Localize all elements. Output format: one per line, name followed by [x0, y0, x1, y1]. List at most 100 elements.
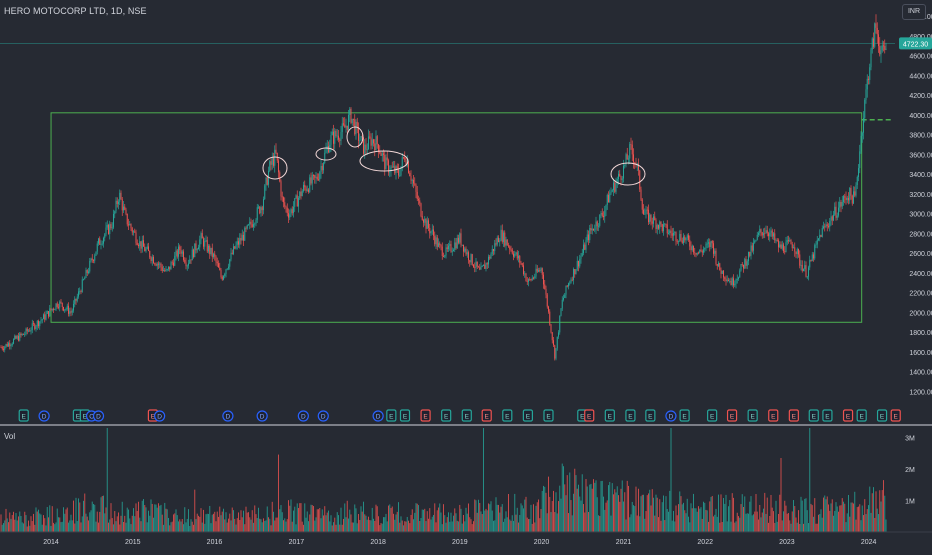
- annotation-drawings[interactable]: [262, 126, 646, 186]
- volume-bar: [433, 514, 434, 532]
- event-marker-badge[interactable]: [399, 409, 411, 422]
- event-marker-badge[interactable]: [461, 409, 472, 422]
- event-marker-badge[interactable]: [584, 409, 595, 422]
- event-marker[interactable]: E: [747, 409, 758, 422]
- range-box-rectangle[interactable]: [50, 112, 863, 323]
- candle-body: [713, 243, 714, 254]
- event-marker-badge[interactable]: [372, 410, 384, 422]
- volume-bar: [486, 510, 488, 532]
- event-marker[interactable]: D: [92, 410, 105, 422]
- event-marker-badge[interactable]: [420, 409, 431, 422]
- event-marker-badge[interactable]: [768, 409, 779, 422]
- event-marker[interactable]: D: [372, 410, 384, 422]
- event-marker-badge[interactable]: [665, 410, 677, 422]
- event-marker-badge[interactable]: [222, 410, 234, 422]
- price-axis[interactable]: 1200.001400.001600.001800.002000.002200.…: [899, 14, 932, 396]
- event-marker-badge[interactable]: [256, 410, 268, 422]
- event-marker[interactable]: E: [707, 409, 718, 422]
- event-marker[interactable]: E: [808, 409, 819, 422]
- event-marker[interactable]: E: [399, 409, 411, 422]
- volume-bar: [419, 521, 421, 532]
- volume-bar: [490, 501, 492, 532]
- event-marker[interactable]: E: [386, 409, 397, 422]
- annotation-circle[interactable]: [262, 156, 288, 180]
- event-marker[interactable]: E: [890, 409, 901, 422]
- currency-badge[interactable]: INR: [902, 4, 926, 20]
- event-marker[interactable]: D: [38, 410, 50, 422]
- event-marker-badge[interactable]: [481, 409, 492, 422]
- time-axis[interactable]: 2014 2015 2016 2017 2018 2019 2020 2021 2022 2023…: [43, 539, 876, 546]
- annotation-circle[interactable]: [346, 126, 364, 148]
- event-marker-badge[interactable]: [297, 410, 309, 422]
- volume-bar: [805, 498, 807, 532]
- event-marker[interactable]: E: [502, 409, 513, 422]
- event-marker-badge[interactable]: [625, 409, 636, 422]
- event-marker[interactable]: E: [461, 409, 472, 422]
- event-marker[interactable]: E: [584, 409, 595, 422]
- event-marker[interactable]: E: [604, 409, 615, 422]
- event-marker-badge[interactable]: [808, 409, 819, 422]
- volume-bar: [564, 484, 566, 532]
- candle-body: [699, 249, 701, 253]
- volume-bar: [291, 521, 293, 532]
- event-marker[interactable]: E: [420, 409, 431, 422]
- event-marker-badge[interactable]: [876, 409, 888, 422]
- event-marker[interactable]: E: [856, 409, 867, 422]
- event-marker[interactable]: E: [481, 409, 492, 422]
- event-marker-badge[interactable]: [604, 409, 615, 422]
- event-marker-badge[interactable]: [890, 409, 901, 422]
- event-marker[interactable]: E: [726, 409, 738, 422]
- volume-bar: [68, 522, 69, 532]
- event-marker[interactable]: E: [543, 409, 554, 422]
- event-marker-badge[interactable]: [386, 409, 397, 422]
- volume-bar: [511, 515, 513, 532]
- volume-bar: [20, 515, 22, 532]
- annotation-circle[interactable]: [359, 150, 409, 172]
- event-marker[interactable]: D: [297, 410, 309, 422]
- volume-bar: [284, 518, 286, 532]
- price-pane[interactable]: [0, 14, 895, 361]
- event-marker-badge[interactable]: [856, 409, 867, 422]
- event-marker[interactable]: E: [679, 409, 690, 422]
- event-marker[interactable]: E: [822, 409, 833, 422]
- event-marker-badge[interactable]: [543, 409, 554, 422]
- event-marker[interactable]: D: [317, 410, 329, 422]
- event-marker[interactable]: E: [441, 409, 452, 422]
- event-marker-badge[interactable]: [842, 409, 854, 422]
- annotation-circle[interactable]: [315, 147, 337, 161]
- volume-pane[interactable]: [0, 428, 887, 532]
- event-marker-badge[interactable]: [679, 409, 690, 422]
- event-marker[interactable]: E: [625, 409, 636, 422]
- event-marker-badge[interactable]: [441, 409, 452, 422]
- event-marker-badge[interactable]: [726, 409, 738, 422]
- event-marker-badge[interactable]: [522, 409, 533, 422]
- event-marker[interactable]: E: [18, 409, 29, 422]
- event-marker[interactable]: E: [842, 409, 854, 422]
- event-marker-badge[interactable]: [747, 409, 758, 422]
- volume-bar: [130, 524, 132, 532]
- event-marker-badge[interactable]: [317, 410, 329, 422]
- event-marker-badge[interactable]: [154, 410, 166, 422]
- event-marker-badge[interactable]: [707, 409, 718, 422]
- event-marker-badge[interactable]: [822, 409, 833, 422]
- event-marker[interactable]: D: [256, 410, 268, 422]
- event-marker[interactable]: E: [788, 409, 799, 422]
- event-marker[interactable]: D: [665, 410, 677, 422]
- event-marker[interactable]: E: [876, 409, 888, 422]
- event-marker[interactable]: D: [154, 410, 166, 422]
- event-marker-badge[interactable]: [18, 409, 29, 422]
- event-marker-badge[interactable]: [92, 410, 105, 422]
- event-marker[interactable]: E: [768, 409, 779, 422]
- event-marker-badge[interactable]: [645, 409, 656, 422]
- event-marker[interactable]: D: [222, 410, 234, 422]
- event-marker-badge[interactable]: [502, 409, 513, 422]
- event-marker-badge[interactable]: [788, 409, 799, 422]
- event-marker-badge[interactable]: [38, 410, 50, 422]
- event-marker[interactable]: E: [645, 409, 656, 422]
- event-marker[interactable]: E: [522, 409, 533, 422]
- annotation-circle[interactable]: [610, 162, 646, 186]
